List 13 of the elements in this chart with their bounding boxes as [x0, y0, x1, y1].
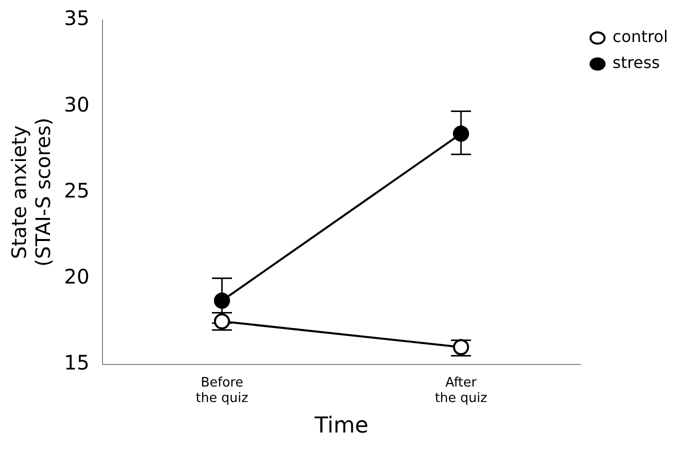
y-axis-title: State anxiety (STAI-S scores)	[7, 118, 56, 267]
y-tick-label: 20	[64, 264, 90, 289]
y-tick-label: 30	[64, 92, 90, 116]
y-tick-label: 35	[64, 6, 90, 30]
x-axis-title: Time	[314, 414, 368, 439]
point	[453, 126, 470, 142]
y-tick-label: 15	[64, 350, 90, 375]
x-tick-label: Before the quiz	[196, 376, 248, 406]
point	[214, 292, 230, 309]
legend-label: stress	[612, 53, 660, 72]
y-tick-label: 25	[64, 178, 90, 202]
x-tick-label: After the quiz	[434, 376, 488, 406]
legend-label: control	[612, 27, 668, 46]
